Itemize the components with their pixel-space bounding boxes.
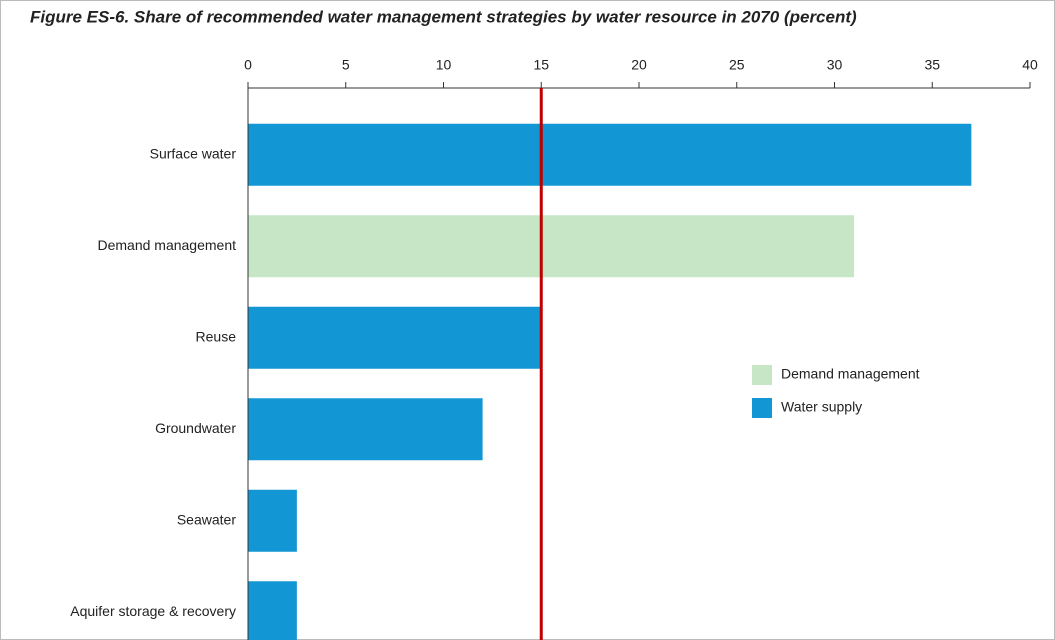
x-tick-label: 15 [533, 57, 549, 73]
bar [248, 398, 483, 461]
x-tick-label: 35 [924, 57, 940, 73]
x-tick-label: 20 [631, 57, 647, 73]
legend-swatch [752, 398, 772, 418]
y-tick-label: Seawater [177, 511, 236, 527]
y-tick-label: Groundwater [155, 420, 236, 436]
bar [248, 489, 297, 552]
x-tick-label: 30 [827, 57, 843, 73]
legend-label: Water supply [781, 399, 862, 415]
bar [248, 123, 972, 186]
chart-title: Figure ES-6. Share of recommended water … [30, 7, 857, 26]
x-tick-label: 5 [342, 57, 350, 73]
y-tick-label: Aquifer storage & recovery [70, 603, 236, 619]
x-tick-label: 0 [244, 57, 252, 73]
bar [248, 215, 855, 278]
y-tick-label: Demand management [97, 237, 236, 253]
legend-swatch [752, 365, 772, 385]
legend-label: Demand management [781, 366, 920, 382]
x-tick-label: 25 [729, 57, 745, 73]
x-tick-label: 40 [1022, 57, 1038, 73]
bar [248, 581, 297, 640]
y-tick-label: Reuse [196, 328, 237, 344]
x-tick-label: 10 [436, 57, 452, 73]
y-tick-label: Surface water [150, 145, 237, 161]
bar [248, 306, 542, 369]
